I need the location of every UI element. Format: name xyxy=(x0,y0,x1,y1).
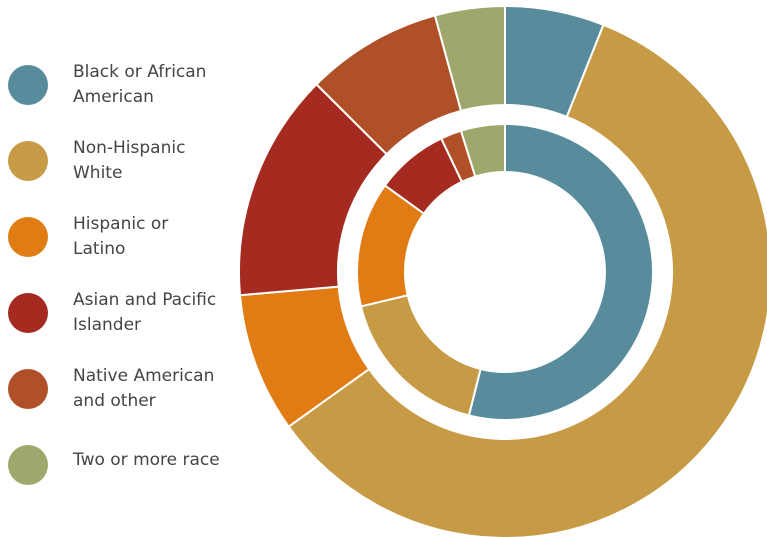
legend-item-two-or-more-race: Two or more race xyxy=(6,440,236,490)
legend-swatch-black-or-african-american xyxy=(8,65,48,105)
legend-swatch-non-hispanic-white xyxy=(8,141,48,181)
legend-label-native-american-and-other: Native American and other xyxy=(73,366,215,411)
legend-item-non-hispanic-white: Non-Hispanic White xyxy=(6,136,236,186)
legend-label-asian-and-pacific-islander: Asian and Pacific Islander xyxy=(73,290,217,335)
outer-slice-two-or-more-race xyxy=(433,4,506,113)
legend-item-asian-and-pacific-islander: Asian and Pacific Islander xyxy=(6,288,236,338)
inner-slice-black-or-african-american xyxy=(467,122,655,421)
legend-label-non-hispanic-white: Non-Hispanic White xyxy=(73,138,186,183)
legend-swatch-asian-and-pacific-islander xyxy=(8,293,48,333)
legend-swatch-hispanic-or-latino xyxy=(8,217,48,257)
outer-ring xyxy=(238,4,767,537)
legend-label-black-or-african-american: Black or African American xyxy=(73,62,207,107)
legend-swatch-two-or-more-race xyxy=(8,445,48,485)
legend-item-black-or-african-american: Black or African American xyxy=(6,60,236,110)
legend-item-hispanic-or-latino: Hispanic or Latino xyxy=(6,212,236,262)
legend-item-native-american-and-other: Native American and other xyxy=(6,364,236,414)
legend-label-two-or-more-race: Two or more race xyxy=(73,450,220,470)
outer-slice-non-hispanic-white xyxy=(287,23,767,537)
inner-ring xyxy=(356,122,655,421)
legend-swatch-native-american-and-other xyxy=(8,369,48,409)
inner-slice-two-or-more-race xyxy=(459,122,506,178)
legend-label-hispanic-or-latino: Hispanic or Latino xyxy=(73,214,169,259)
